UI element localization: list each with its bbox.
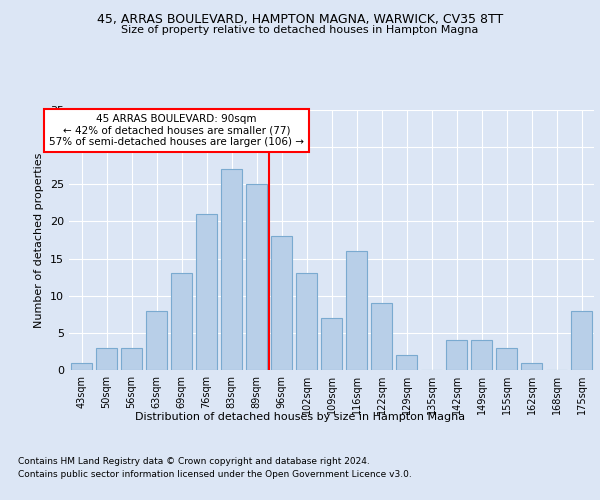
Bar [71,362,92,370]
Text: Distribution of detached houses by size in Hampton Magna: Distribution of detached houses by size … [135,412,465,422]
Text: Size of property relative to detached houses in Hampton Magna: Size of property relative to detached ho… [121,25,479,35]
Bar [346,251,367,370]
Bar [171,274,192,370]
Bar [121,348,142,370]
Bar [146,310,167,370]
Bar [396,355,417,370]
Bar [221,170,242,370]
Bar [321,318,342,370]
Text: 45, ARRAS BOULEVARD, HAMPTON MAGNA, WARWICK, CV35 8TT: 45, ARRAS BOULEVARD, HAMPTON MAGNA, WARW… [97,12,503,26]
Text: Contains public sector information licensed under the Open Government Licence v3: Contains public sector information licen… [18,470,412,479]
Bar [571,310,592,370]
Bar [96,348,117,370]
Y-axis label: Number of detached properties: Number of detached properties [34,152,44,328]
Text: 45 ARRAS BOULEVARD: 90sqm
← 42% of detached houses are smaller (77)
57% of semi-: 45 ARRAS BOULEVARD: 90sqm ← 42% of detac… [49,114,304,147]
Text: Contains HM Land Registry data © Crown copyright and database right 2024.: Contains HM Land Registry data © Crown c… [18,458,370,466]
Bar [271,236,292,370]
Bar [496,348,517,370]
Bar [521,362,542,370]
Bar [471,340,492,370]
Bar [196,214,217,370]
Bar [296,274,317,370]
Bar [446,340,467,370]
Bar [371,303,392,370]
Bar [246,184,267,370]
